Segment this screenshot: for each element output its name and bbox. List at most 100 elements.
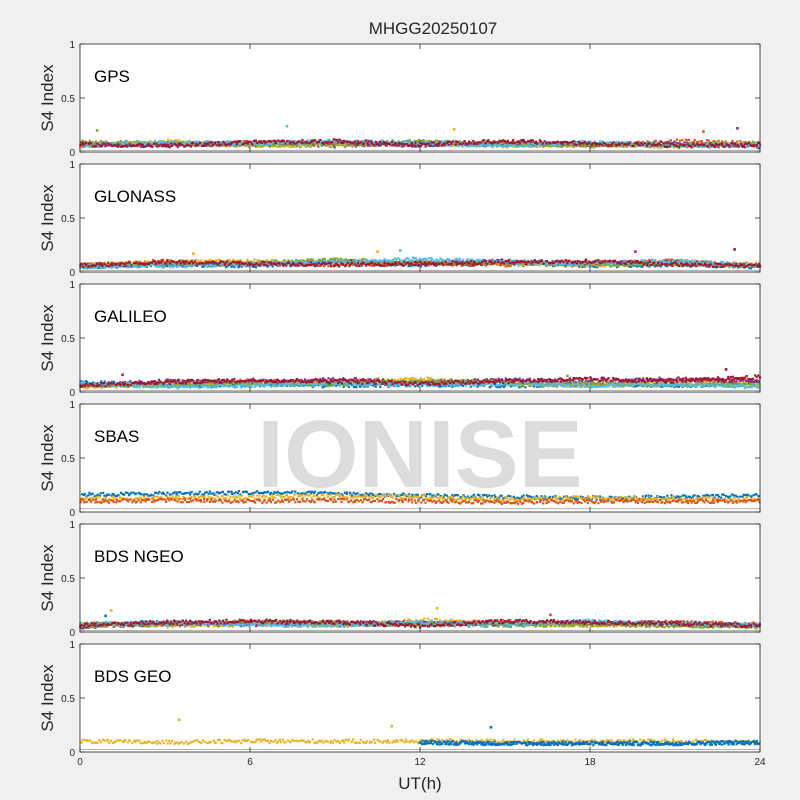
data-point [227,141,230,144]
data-point [523,139,526,142]
data-point [552,141,556,144]
data-point [509,144,512,148]
data-point [212,263,215,266]
data-point [432,141,435,144]
y-tick-label: 0.5 [61,94,75,105]
data-point [692,261,695,264]
data-point [670,258,673,261]
data-point [349,143,352,146]
data-point [728,144,731,147]
data-point [590,144,593,147]
data-point [713,145,717,148]
data-point [632,144,635,147]
data-point [256,259,259,262]
data-point [407,144,410,147]
data-point [107,143,110,146]
data-point [340,141,343,145]
data-point [235,145,238,148]
data-point [253,258,256,261]
data-point [715,143,718,146]
data-point [693,138,696,142]
data-point [280,141,284,145]
data-point [407,143,410,146]
data-point [361,140,364,143]
data-point [131,262,134,266]
data-point [664,264,667,267]
data-point [601,259,604,263]
data-point [734,143,737,147]
data-point [217,141,220,144]
data-point [500,140,503,143]
data-point [218,143,221,146]
data-point [285,143,288,146]
data-point [376,141,379,144]
data-point [342,141,345,144]
data-point [262,139,266,143]
data-point [268,145,272,148]
data-point [467,140,471,143]
data-point [84,145,87,148]
data-point [470,264,473,267]
data-point [153,139,157,143]
data-point [744,144,747,148]
data-point [278,141,281,144]
data-point [477,141,480,144]
data-point [503,139,506,143]
data-point [730,141,733,145]
data-point [721,140,724,143]
data-point [239,140,242,143]
data-point [335,264,339,267]
data-point [638,144,642,147]
data-point [317,139,320,142]
data-point [558,142,562,145]
data-point [81,140,85,143]
data-point [711,141,715,144]
data-point [559,259,562,263]
data-point [558,143,561,146]
data-point [255,144,258,147]
data-point [142,141,145,144]
data-point [349,141,352,144]
data-point [323,265,326,268]
data-point [474,263,477,267]
data-point [130,142,133,146]
data-point [545,144,548,147]
data-point [429,144,432,147]
data-point [341,139,344,143]
outlier-point [452,128,456,131]
data-point [695,140,699,144]
data-point [540,262,543,265]
data-point [207,143,210,146]
data-point [512,142,515,146]
data-point [523,141,526,144]
data-point [170,262,173,265]
data-point [516,140,519,144]
data-point [210,145,213,148]
data-point [486,141,490,144]
data-point [471,264,474,267]
data-point [296,142,299,145]
data-point [235,143,238,146]
data-point [337,258,340,261]
data-point [137,140,141,143]
data-point [268,140,271,143]
data-point [424,145,427,148]
data-point [427,144,430,147]
data-point [230,260,233,263]
data-point [583,143,586,147]
data-point [306,258,309,261]
data-point [199,141,202,145]
data-point [135,141,138,144]
data-point [641,265,644,268]
data-point [470,262,473,265]
data-point [705,139,709,142]
data-point [314,139,317,142]
data-point [97,266,100,270]
data-point [431,144,434,148]
data-point [604,143,607,146]
data-point [476,142,479,145]
data-point [228,140,231,143]
data-point [650,144,653,147]
data-point [81,143,84,146]
data-point [150,142,153,145]
